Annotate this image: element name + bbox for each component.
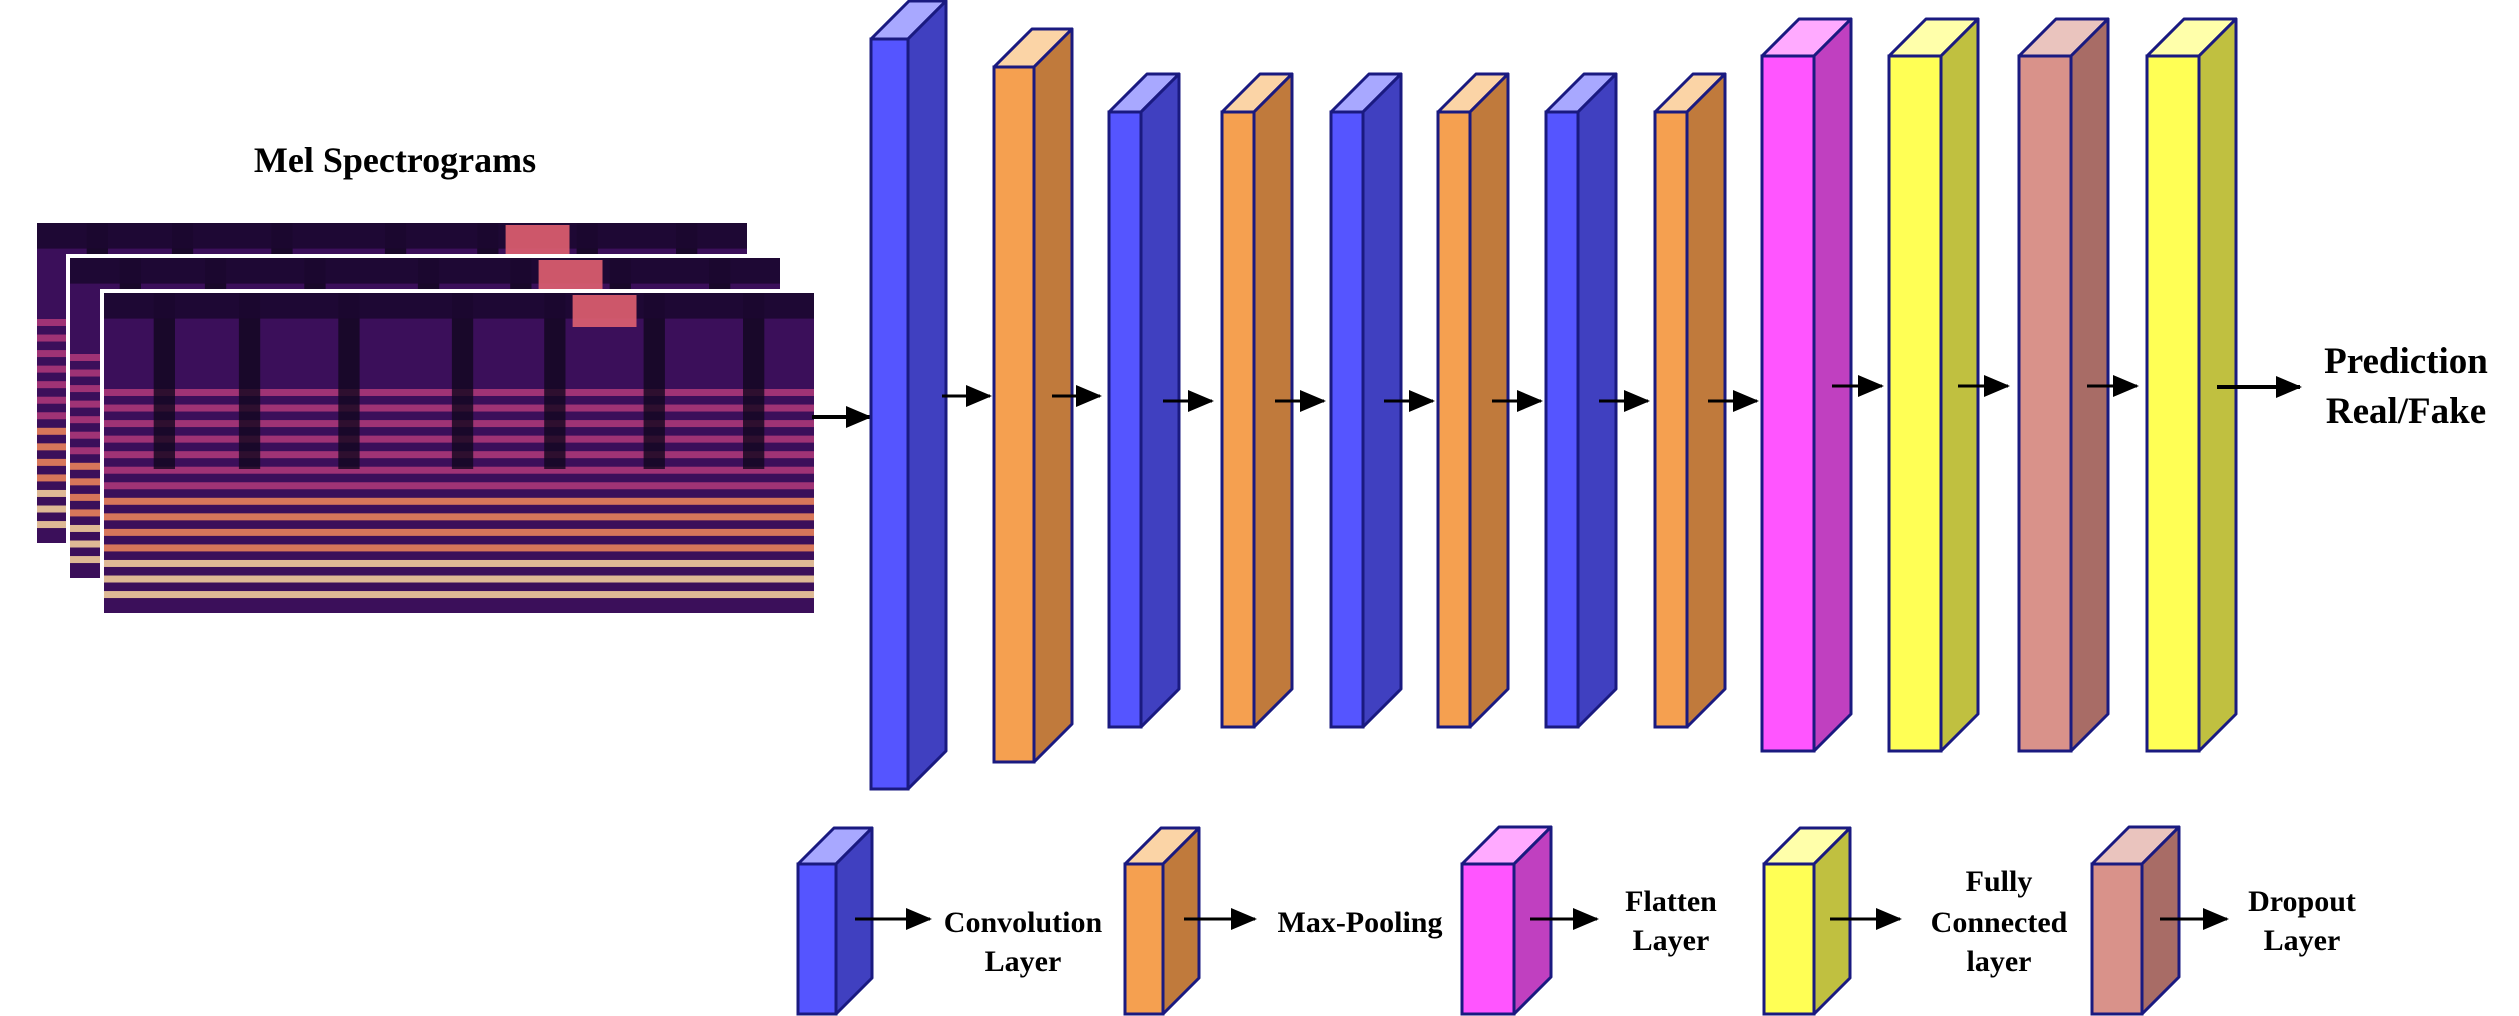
layer-1-conv <box>869 0 948 791</box>
real-fake-label: Real/Fake <box>2326 391 2486 432</box>
prediction-label: Prediction <box>2324 341 2488 382</box>
layer-11-dropout <box>2017 17 2110 753</box>
layer-9-flatten <box>1760 17 1853 753</box>
legend-conv-label-1: Convolution <box>944 906 1103 939</box>
legend-fc-label-1: Fully <box>1966 865 2033 898</box>
legend-flatten-label-2: Layer <box>1633 924 1710 957</box>
legend-swatch-conv-front <box>796 862 838 1016</box>
legend-swatch-pool <box>1123 826 1201 1016</box>
layer-9-flatten-front <box>1760 54 1816 753</box>
legend-fc-label-2: Connected <box>1931 906 2068 939</box>
layer-2-pool-front <box>992 65 1036 764</box>
legend-swatch-dropout-front <box>2090 862 2144 1016</box>
layer-4-pool <box>1220 72 1294 729</box>
legend-swatch-fc <box>1762 826 1852 1016</box>
legend-swatch-flatten-front <box>1460 862 1516 1016</box>
layer-11-dropout-front <box>2017 54 2073 753</box>
spectrogram-3 <box>100 289 818 617</box>
layer-7-conv <box>1544 72 1618 729</box>
layer-1-conv-front <box>869 37 910 791</box>
layer-1-conv-side <box>906 0 948 791</box>
legend-dropout-label-1: Dropout <box>2248 885 2356 918</box>
layer-8-pool-front <box>1653 110 1689 729</box>
layer-7-conv-front <box>1544 110 1580 729</box>
legend-pool-label: Max-Pooling <box>1278 906 1443 939</box>
spectrogram-title: Mel Spectrograms <box>254 140 536 180</box>
legend-fc-label-3: layer <box>1967 945 2032 978</box>
legend-swatch-conv <box>796 826 874 1016</box>
legend: Convolution Layer Max-Pooling Flatten La… <box>796 825 2356 1016</box>
layer-arrows <box>942 375 2139 412</box>
layer-4-pool-front <box>1220 110 1256 729</box>
layer-8-pool <box>1653 72 1727 729</box>
layer-5-conv <box>1329 72 1403 729</box>
layer-5-conv-front <box>1329 110 1365 729</box>
legend-swatch-pool-front <box>1123 862 1165 1016</box>
legend-dropout-label-2: Layer <box>2264 924 2341 957</box>
layer-3-conv <box>1107 72 1181 729</box>
layer-6-pool-front <box>1436 110 1472 729</box>
layer-stack <box>869 0 2238 791</box>
legend-conv-label-2: Layer <box>985 945 1062 978</box>
layer-10-fc-front <box>1887 54 1943 753</box>
layer-12-fc-front <box>2145 54 2201 753</box>
mel-spectrogram-stack <box>33 219 818 617</box>
legend-swatch-fc-front <box>1762 862 1816 1016</box>
layer-3-conv-front <box>1107 110 1143 729</box>
legend-flatten-label-1: Flatten <box>1625 885 1717 918</box>
layer-6-pool <box>1436 72 1510 729</box>
